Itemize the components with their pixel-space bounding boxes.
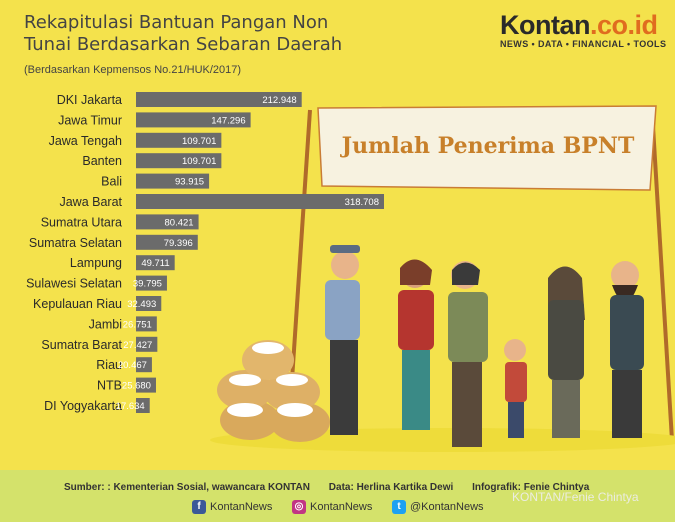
value-label: 109.701 <box>182 136 216 147</box>
category-label: Banten <box>82 154 122 168</box>
facebook-handle: KontanNews <box>210 501 273 513</box>
value-label: 109.701 <box>182 156 216 167</box>
bar-chart: Jumlah Penerima BPNT <box>26 92 675 452</box>
value-label: 80.421 <box>165 217 194 228</box>
value-label: 147.296 <box>211 115 245 126</box>
category-label: Sumatra Utara <box>41 215 122 229</box>
bar <box>136 316 157 332</box>
logo-brand-accent: .co.id <box>589 10 658 40</box>
category-label: Sulawesi Selatan <box>26 277 122 291</box>
banner <box>317 105 657 191</box>
bar <box>136 357 152 373</box>
category-label: Lampung <box>70 256 122 270</box>
footer: Sumber: : Kementerian Sosial, wawancara … <box>0 470 675 522</box>
bar <box>136 255 175 271</box>
bar <box>136 296 162 311</box>
data-credit: Data: Herlina Kartika Dewi <box>328 482 454 493</box>
banner-pole-right <box>650 109 674 441</box>
bar <box>136 398 150 413</box>
value-label: 93.915 <box>175 177 204 188</box>
title-line-2: Tunai Berdasarkan Sebaran Daerah <box>24 34 343 55</box>
value-label: 79.396 <box>164 238 193 249</box>
twitter-icon: t <box>392 500 406 514</box>
value-label: 49.711 <box>141 258 169 269</box>
bar-series: DKI Jakarta 212.948 Jawa Timur 147.296 Jawa … <box>26 92 384 413</box>
bar <box>136 275 167 291</box>
rice-sacks-icon <box>217 340 330 442</box>
value-label: 212.948 <box>262 95 296 106</box>
value-label: 27.427 <box>123 340 152 351</box>
value-label: 26.751 <box>123 319 152 330</box>
source-text: Sumber: : Kementerian Sosial, wawancara … <box>64 482 310 493</box>
bar <box>136 92 302 107</box>
logo-brand: Kontan.co.id <box>500 10 658 40</box>
bar <box>136 194 384 209</box>
value-label: 32.493 <box>127 299 156 310</box>
value-label: 318.708 <box>345 197 379 208</box>
category-label: Riau <box>96 358 122 372</box>
category-label: Bali <box>101 175 122 189</box>
bar <box>136 234 198 250</box>
category-label: Kepulauan Riau <box>33 297 122 311</box>
value-label: 25.680 <box>122 381 151 392</box>
kontan-logo: Kontan.co.id NEWS • DATA • FINANCIAL • T… <box>500 10 666 49</box>
bar <box>136 173 210 189</box>
category-label: Jawa Tengah <box>49 134 122 148</box>
title-line-1: Rekapitulasi Bantuan Pangan Non <box>24 12 329 33</box>
logo-brand-main: Kontan <box>500 10 590 40</box>
chart-subtitle: (Berdasarkan Kepmensos No.21/HUK/2017) <box>24 64 242 76</box>
facebook-icon: f <box>192 500 206 514</box>
bar <box>136 377 156 393</box>
bar <box>136 153 222 169</box>
category-label: NTB <box>97 379 122 393</box>
instagram-handle: KontanNews <box>310 501 373 513</box>
bar <box>136 214 199 230</box>
banner-text: Jumlah Penerima BPNT <box>340 133 635 159</box>
category-label: Jawa Barat <box>59 195 122 209</box>
bar <box>136 336 158 352</box>
bar <box>136 112 251 128</box>
category-label: DI Yogyakarta <box>44 399 122 413</box>
category-label: Sumatra Barat <box>41 338 122 352</box>
instagram-link[interactable]: ◎ KontanNews <box>292 500 372 514</box>
value-label: 17.634 <box>116 401 145 412</box>
facebook-link[interactable]: f KontanNews <box>192 500 272 514</box>
twitter-handle: @KontanNews <box>410 501 484 513</box>
chart-title: Rekapitulasi Bantuan Pangan Non Tunai Be… <box>24 12 342 56</box>
category-label: Sumatra Selatan <box>29 236 122 250</box>
category-label: DKI Jakarta <box>57 93 122 107</box>
value-label: 20.467 <box>118 360 147 371</box>
infographic-credit: Infografik: Fenie Chintya <box>472 482 590 493</box>
watermark: KONTAN/Fenie Chintya <box>512 490 639 504</box>
bar <box>136 132 222 148</box>
people-icon <box>325 245 644 447</box>
logo-tagline: NEWS • DATA • FINANCIAL • TOOLS <box>500 39 667 49</box>
value-label: 39.795 <box>133 279 162 290</box>
illustration: Jumlah Penerima BPNT <box>210 105 675 452</box>
category-label: Jawa Timur <box>58 113 122 127</box>
category-label: Jambi <box>89 317 122 331</box>
instagram-icon: ◎ <box>292 500 306 514</box>
footer-credits: Sumber: : Kementerian Sosial, wawancara … <box>64 482 605 493</box>
twitter-link[interactable]: t @KontanNews <box>392 500 484 514</box>
